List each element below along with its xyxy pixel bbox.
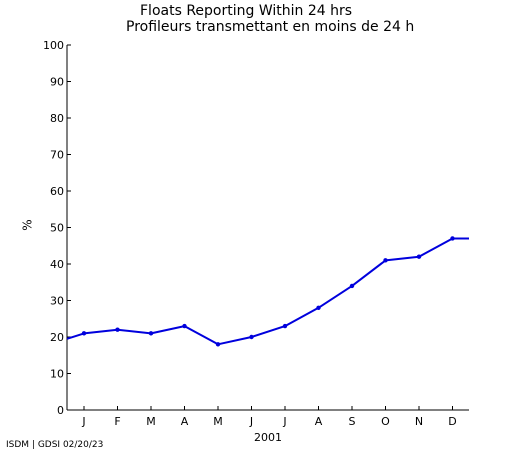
x-axis-label: 2001 [254,431,282,444]
data-point [148,331,154,336]
y-tick-label: 60 [50,185,64,198]
chart-title: Floats Reporting Within 24 hrs [140,3,353,19]
x-tick-label: M [213,415,223,428]
y-tick-label: 90 [50,76,64,89]
x-tick-label: A [181,415,189,428]
x-tick-label: M [146,415,156,428]
data-point [115,327,120,332]
x-tick-label: O [381,415,390,428]
chart-subtitle: Profileurs transmettant en moins de 24 h [126,19,415,35]
series-line [66,237,469,346]
y-tick-label: 10 [50,368,64,381]
data-point [81,331,87,336]
x-tick-label: N [415,415,423,428]
data-point [215,342,221,347]
axes [66,45,469,411]
y-tick-label: 70 [50,149,64,162]
y-axis-ticks: 0 10 20 30 40 50 60 70 80 90 100 [43,39,71,417]
y-tick-label: 100 [43,39,64,52]
data-series [66,236,469,347]
y-tick-label: 50 [50,222,64,235]
y-tick-label: 40 [50,258,64,271]
x-tick-label: D [448,415,456,428]
x-tick-label: J [81,415,85,428]
data-point [316,305,321,310]
y-axis-label: % [20,219,35,231]
data-point [182,323,187,329]
y-tick-label: 80 [50,112,64,125]
y-tick-label: 0 [57,404,64,417]
data-point [383,258,388,263]
data-point [249,334,254,340]
data-point [282,323,288,329]
y-tick-label: 30 [50,295,64,308]
footer-credit: ISDM | GDSI 02/20/23 [6,440,104,450]
y-tick-label: 20 [50,331,64,344]
x-tick-label: J [249,415,253,428]
x-tick-label: F [114,415,120,428]
data-point [416,254,422,259]
data-point [450,236,455,241]
data-point [349,283,355,289]
x-tick-label: S [349,415,356,428]
x-tick-label: J [282,415,286,428]
x-tick-label: A [315,415,323,428]
